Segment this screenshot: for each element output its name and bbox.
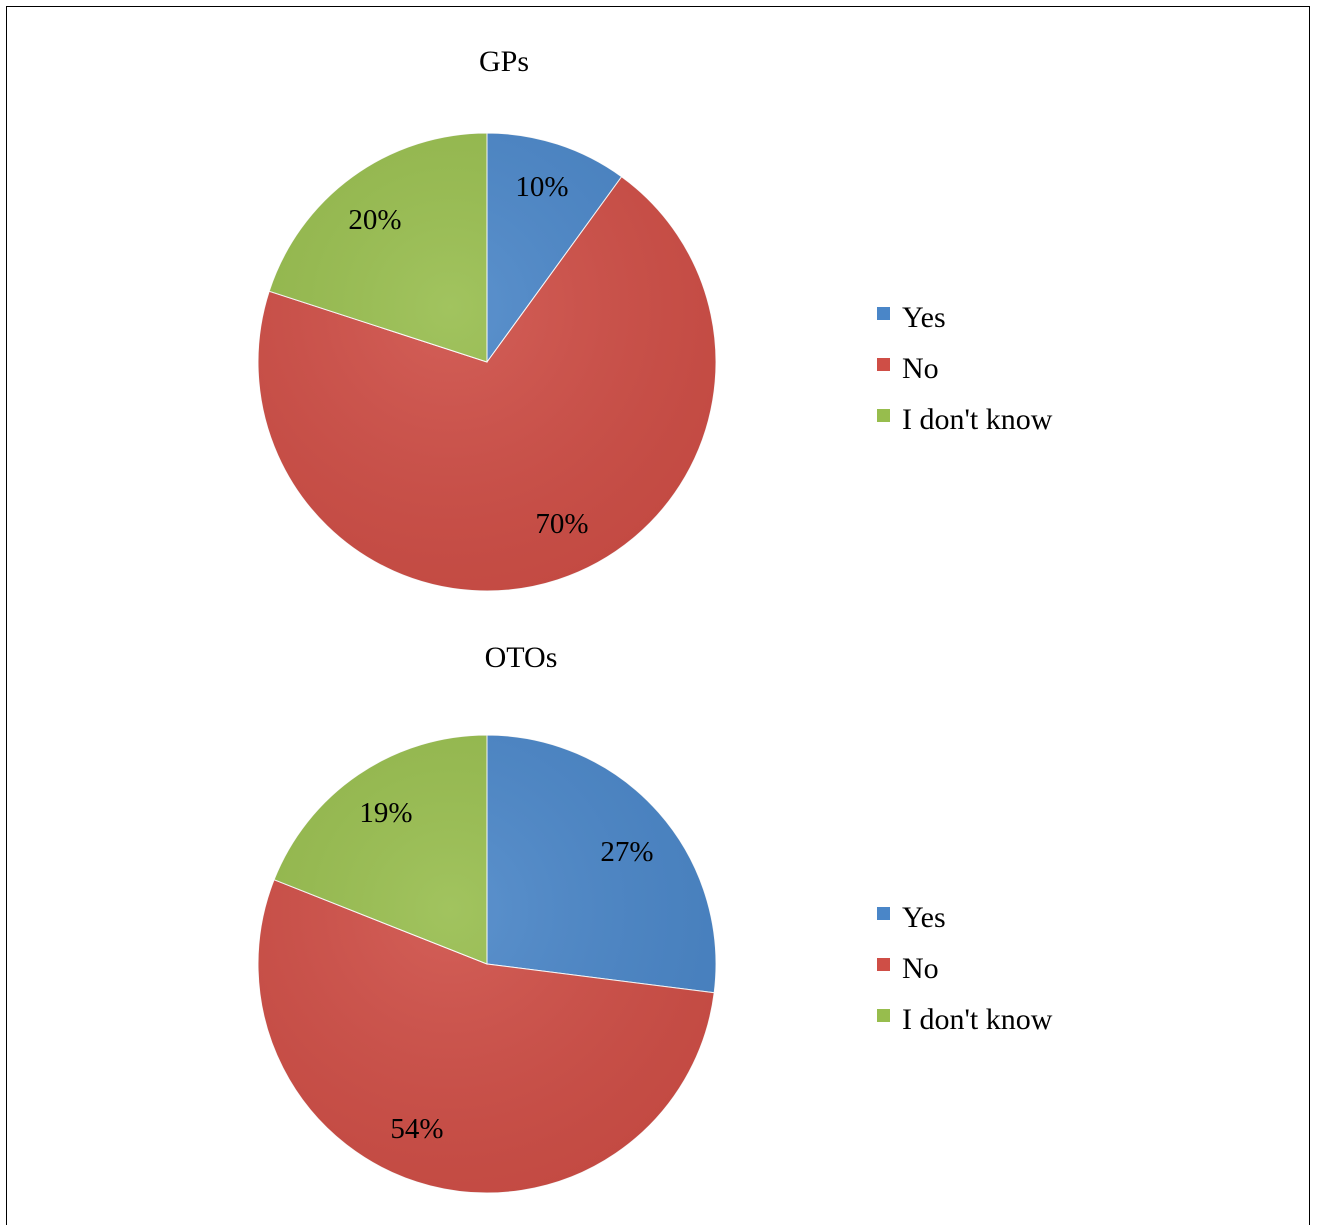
legend-gps: Yes No I don't know — [877, 301, 1053, 436]
data-label-no: 70% — [535, 508, 588, 540]
data-label-no: 54% — [390, 1113, 443, 1145]
legend-otos: Yes No I don't know — [877, 901, 1053, 1036]
figure-frame — [6, 6, 1310, 1225]
pie-otos: 27% 54% 19% — [257, 734, 717, 1194]
chart-title-otos: OTOs — [485, 641, 558, 674]
data-label-i-don-t-know: 20% — [348, 204, 401, 236]
legend-label-no: No — [902, 952, 939, 985]
chart-otos: OTOs 27% 54% 19% Yes No I don't know — [257, 641, 1053, 1194]
legend-swatch-no — [877, 958, 890, 971]
data-label-i-don-t-know: 19% — [359, 797, 412, 829]
data-label-yes: 27% — [600, 836, 653, 868]
legend-label-i-don-t-know: I don't know — [902, 1003, 1053, 1036]
legend-label-i-don-t-know: I don't know — [902, 403, 1053, 436]
legend-swatch-no — [877, 358, 890, 371]
legend-swatch-i-don-t-know — [877, 1009, 890, 1022]
legend-swatch-i-don-t-know — [877, 409, 890, 422]
chart-gps: GPs 10% 70% 20% Yes No I don't know — [257, 45, 1053, 592]
legend-label-yes: Yes — [902, 301, 946, 334]
legend-label-yes: Yes — [902, 901, 946, 934]
legend-label-no: No — [902, 352, 939, 385]
legend-swatch-yes — [877, 907, 890, 920]
data-label-yes: 10% — [515, 171, 568, 203]
pie-gps: 10% 70% 20% — [257, 132, 717, 592]
chart-title-gps: GPs — [479, 45, 529, 78]
legend-swatch-yes — [877, 307, 890, 320]
